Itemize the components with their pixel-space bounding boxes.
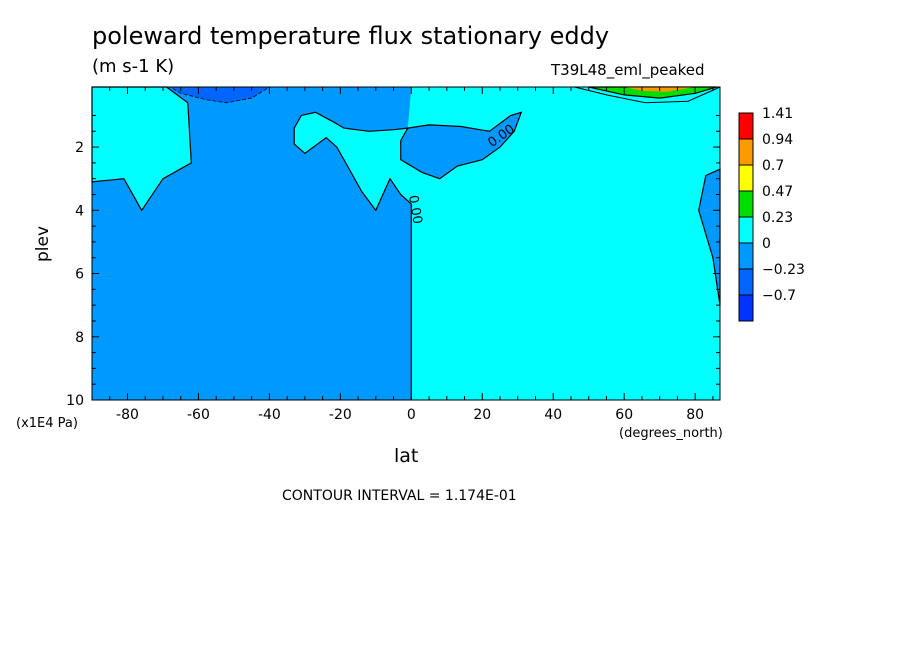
- x-tick-label: -80: [116, 407, 139, 423]
- contour-line-positive: [574, 86, 721, 104]
- x-tick-label: 40: [544, 407, 562, 423]
- filled-contours: [91, 86, 721, 400]
- region-cyan-sh-west: [91, 86, 192, 212]
- x-tick-label: -40: [258, 407, 281, 423]
- y-axis-label: plev: [33, 225, 53, 262]
- colorbar-label: 0.7: [762, 158, 784, 174]
- x-tick-label: 60: [615, 407, 633, 423]
- contour-interval: CONTOUR INTERVAL = 1.174E-01: [282, 488, 517, 504]
- x-tick-label: 80: [686, 407, 704, 423]
- x-axis-units: (degrees_north): [619, 426, 723, 441]
- colorbar-swatch: [738, 242, 754, 270]
- chart-units: (m s-1 K): [92, 56, 175, 77]
- colorbar-swatch: [738, 268, 754, 296]
- axis-ticks: [91, 87, 720, 401]
- y-tick-labels: 2 4 6 8 10: [66, 140, 84, 409]
- plot-frame: [91, 86, 721, 401]
- colorbar-label: 0.23: [762, 210, 793, 226]
- colorbar-label: −0.7: [762, 288, 796, 304]
- colorbar-swatch: [738, 138, 754, 166]
- colorbar-label: 0.47: [762, 184, 793, 200]
- colorbar-swatch: [738, 216, 754, 244]
- colorbar-swatch: [738, 190, 754, 218]
- x-tick-label: 20: [473, 407, 491, 423]
- run-label: T39L48_eml_peaked: [551, 61, 705, 79]
- region-cyan-sh-east: [294, 87, 720, 211]
- contour-lines: [293, 86, 721, 400]
- y-tick-label: 8: [75, 330, 84, 346]
- x-axis-label: lat: [394, 445, 419, 467]
- colorbar-swatch: [738, 112, 754, 140]
- colorbar-label: 0.94: [762, 132, 793, 148]
- colorbar-label: 1.41: [762, 106, 793, 122]
- colorbar: 1.41 0.94 0.7 0.47 0.23 0 −0.23 −0.7: [738, 106, 805, 322]
- y-tick-label: 2: [75, 140, 84, 156]
- x-tick-label: -60: [187, 407, 210, 423]
- colorbar-label: −0.23: [762, 262, 805, 278]
- y-tick-label: 10: [66, 393, 84, 409]
- region-blue-nh-midlat: [400, 111, 523, 180]
- contour-label: 0.00: [405, 194, 425, 225]
- colorbar-swatch: [738, 294, 754, 322]
- y-tick-label: 4: [75, 203, 84, 219]
- y-axis-units: (x1E4 Pa): [16, 416, 78, 431]
- colorbar-swatch: [738, 164, 754, 192]
- x-tick-label: -20: [329, 407, 352, 423]
- contour-line-zero-upper: [293, 111, 408, 144]
- chart-title: poleward temperature flux stationary edd…: [92, 22, 610, 50]
- x-tick-labels: -80 -60 -40 -20 0 20 40 60 80: [116, 407, 704, 423]
- x-tick-label: 0: [407, 407, 416, 423]
- contour-line-zero: [293, 136, 412, 400]
- colorbar-label: 0: [762, 236, 771, 252]
- y-tick-label: 6: [75, 267, 84, 283]
